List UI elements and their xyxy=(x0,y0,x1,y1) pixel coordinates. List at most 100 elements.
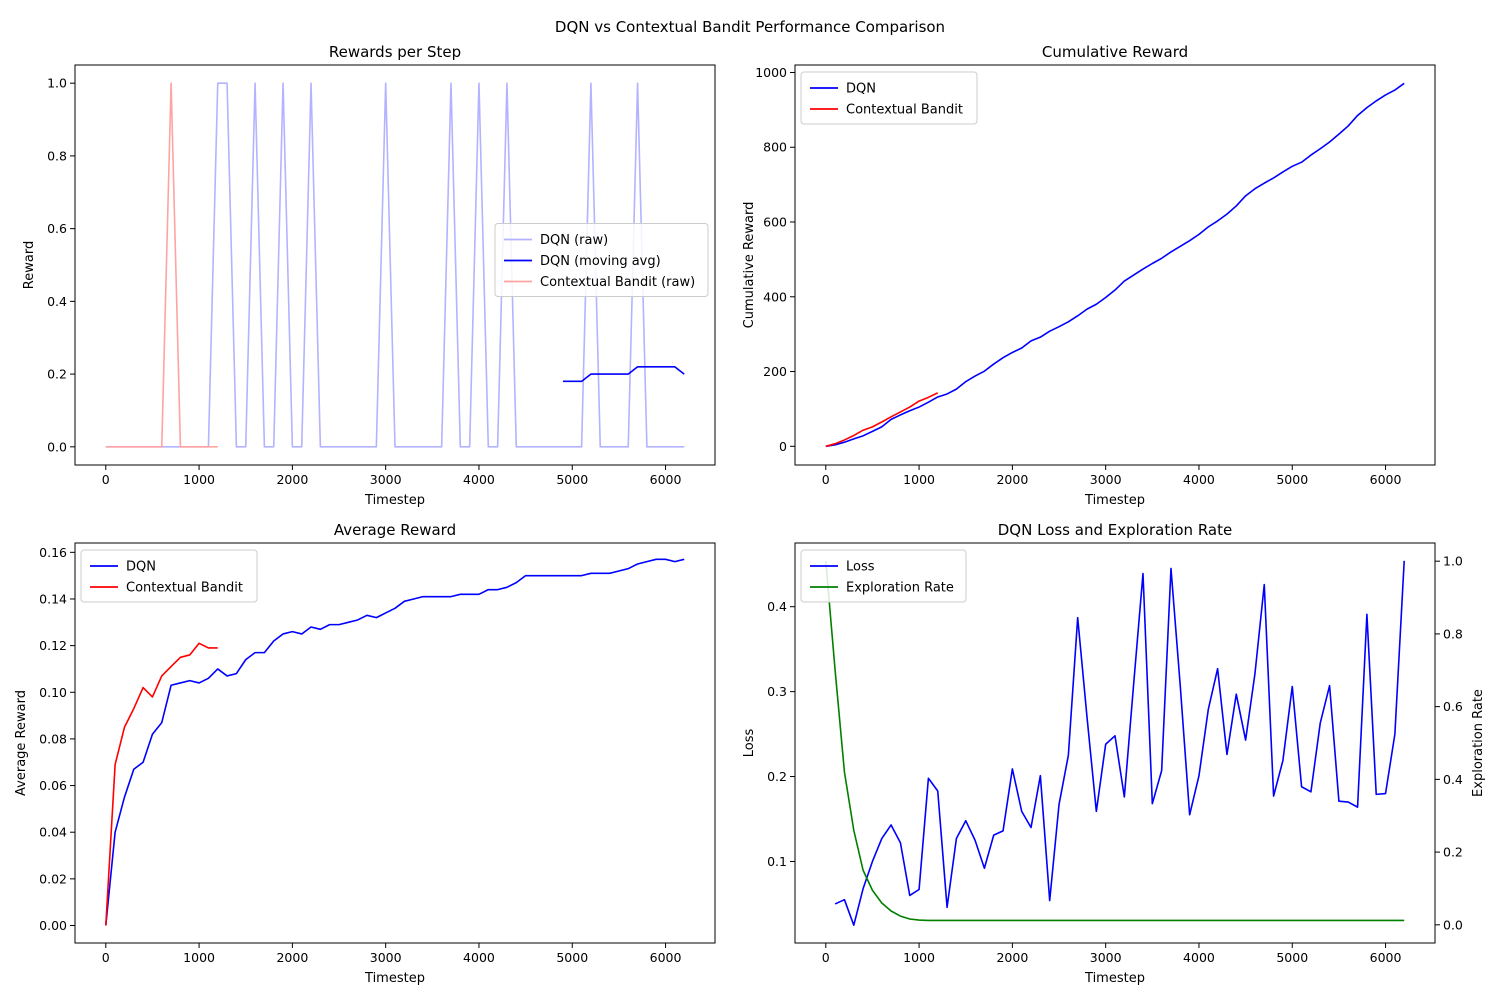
series-line-1 xyxy=(825,392,939,448)
x-axis-label: Timestep xyxy=(364,493,425,508)
y-tick-label: 0.6 xyxy=(47,221,67,236)
x-tick-label: 4000 xyxy=(1183,950,1215,965)
x-tick-label: 3000 xyxy=(370,472,402,487)
x-tick-label: 1000 xyxy=(903,472,935,487)
chart-title: DQN Loss and Exploration Rate xyxy=(998,521,1232,539)
x-tick-label: 3000 xyxy=(1090,950,1122,965)
legend-box xyxy=(494,223,709,297)
legend-label: DQN (moving avg) xyxy=(540,254,661,269)
plot-frame xyxy=(74,542,716,944)
x-tick-label: 0 xyxy=(822,472,830,487)
y-tick-label: 0.1 xyxy=(767,854,787,869)
y-tick-label: 0.00 xyxy=(39,918,67,933)
y-tick-label: 0.8 xyxy=(47,148,67,163)
y-axis-label: Loss xyxy=(742,729,757,758)
x-tick-label: 1000 xyxy=(183,950,215,965)
y-tick-label: 0.06 xyxy=(39,778,67,793)
x-tick-label: 0 xyxy=(102,950,110,965)
y2-axis-label: Exploration Rate xyxy=(1471,689,1486,797)
y-tick-label: 0.16 xyxy=(39,545,67,560)
y-tick-label: 0.2 xyxy=(767,769,787,784)
legend-box xyxy=(800,71,978,125)
x-axis-label: Timestep xyxy=(1084,971,1145,986)
x-tick-label: 1000 xyxy=(183,472,215,487)
y-axis-label: Average Reward xyxy=(14,690,29,796)
y-tick-label: 400 xyxy=(763,289,787,304)
x-axis-label: Timestep xyxy=(1084,493,1145,508)
series-line-0 xyxy=(104,558,685,926)
y-tick-label: 0.4 xyxy=(767,599,787,614)
y-tick-label: 0.4 xyxy=(47,294,67,309)
legend: Loss Exploration Rate xyxy=(800,549,967,603)
x-tick-label: 4000 xyxy=(463,950,495,965)
chart-title: Cumulative Reward xyxy=(1042,43,1188,61)
legend-label: Loss xyxy=(846,560,875,575)
chart-title: Rewards per Step xyxy=(329,43,461,61)
y-tick-label: 0.2 xyxy=(47,367,67,382)
y-tick-label: 0.0 xyxy=(47,439,67,454)
x-tick-label: 2000 xyxy=(276,472,308,487)
y-tick-label: 200 xyxy=(763,364,787,379)
legend: DQN (raw) DQN (moving avg) Contextual Band… xyxy=(494,223,709,297)
series-line-1 xyxy=(104,642,218,926)
figure-title: DQN vs Contextual Bandit Performance Com… xyxy=(555,18,945,36)
x-tick-label: 5000 xyxy=(1276,950,1308,965)
y2-tick-label: 1.0 xyxy=(1443,554,1463,569)
legend-label: Contextual Bandit xyxy=(126,581,243,596)
y-axis-label: Reward xyxy=(22,241,37,289)
rewards-per-step-chart: Rewards per Step 0 1000 2000 3000 4000 5000 600… xyxy=(22,43,716,508)
x-tick-label: 2000 xyxy=(276,950,308,965)
series-line-0 xyxy=(825,82,1405,448)
x-tick-label: 0 xyxy=(102,472,110,487)
x-tick-label: 6000 xyxy=(1370,472,1402,487)
plot-frame xyxy=(794,542,1436,944)
dqn-loss-exploration-chart: DQN Loss and Exploration Rate 0 1000 2000 30… xyxy=(742,521,1486,986)
x-tick-label: 1000 xyxy=(903,950,935,965)
y2-tick-label: 0.0 xyxy=(1443,917,1463,932)
series-line-1 xyxy=(562,366,685,383)
cumulative-reward-chart: Cumulative Reward 0 1000 2000 3000 4000 5000 60… xyxy=(742,43,1436,508)
x-axis-label: Timestep xyxy=(364,971,425,986)
legend-label: Contextual Bandit (raw) xyxy=(540,275,695,290)
x-tick-label: 6000 xyxy=(650,472,682,487)
x-tick-label: 4000 xyxy=(463,472,495,487)
y-tick-label: 0.12 xyxy=(39,638,67,653)
x-tick-label: 5000 xyxy=(1276,472,1308,487)
y-tick-label: 600 xyxy=(763,215,787,230)
y2-tick-label: 0.4 xyxy=(1443,772,1463,787)
legend-label: Exploration Rate xyxy=(846,581,954,596)
x-tick-label: 2000 xyxy=(996,950,1028,965)
y2-tick-label: 0.2 xyxy=(1443,845,1463,860)
y2-tick-label: 0.6 xyxy=(1443,699,1463,714)
y2-tick-label: 0.8 xyxy=(1443,626,1463,641)
y-tick-label: 0.02 xyxy=(39,871,67,886)
y-tick-label: 800 xyxy=(763,140,787,155)
y-axis-label: Cumulative Reward xyxy=(742,202,757,329)
legend: DQN Contextual Bandit xyxy=(80,549,258,603)
legend: DQN Contextual Bandit xyxy=(800,71,978,125)
x-tick-label: 2000 xyxy=(996,472,1028,487)
y-tick-label: 0.3 xyxy=(767,684,787,699)
average-reward-chart: Average Reward 0 1000 2000 3000 4000 5000 6000 0… xyxy=(14,521,716,986)
x-tick-label: 6000 xyxy=(1370,950,1402,965)
series-line-0 xyxy=(834,560,1406,926)
x-tick-label: 5000 xyxy=(556,472,588,487)
y-tick-label: 0.10 xyxy=(39,685,67,700)
legend-label: DQN xyxy=(846,82,876,97)
x-tick-label: 4000 xyxy=(1183,472,1215,487)
x-tick-label: 0 xyxy=(822,950,830,965)
x-tick-label: 5000 xyxy=(556,950,588,965)
plot-frame xyxy=(794,64,1436,466)
y-tick-label: 0.14 xyxy=(39,591,67,606)
plot-frame xyxy=(74,64,716,466)
y-tick-label: 1000 xyxy=(755,65,787,80)
legend-label: DQN xyxy=(126,560,156,575)
x-tick-label: 3000 xyxy=(370,950,402,965)
x-tick-label: 6000 xyxy=(650,950,682,965)
x-tick-label: 3000 xyxy=(1090,472,1122,487)
legend-label: Contextual Bandit xyxy=(846,103,963,118)
legend-label: DQN (raw) xyxy=(540,233,608,248)
y-tick-label: 0.08 xyxy=(39,731,67,746)
y-tick-label: 1.0 xyxy=(47,76,67,91)
